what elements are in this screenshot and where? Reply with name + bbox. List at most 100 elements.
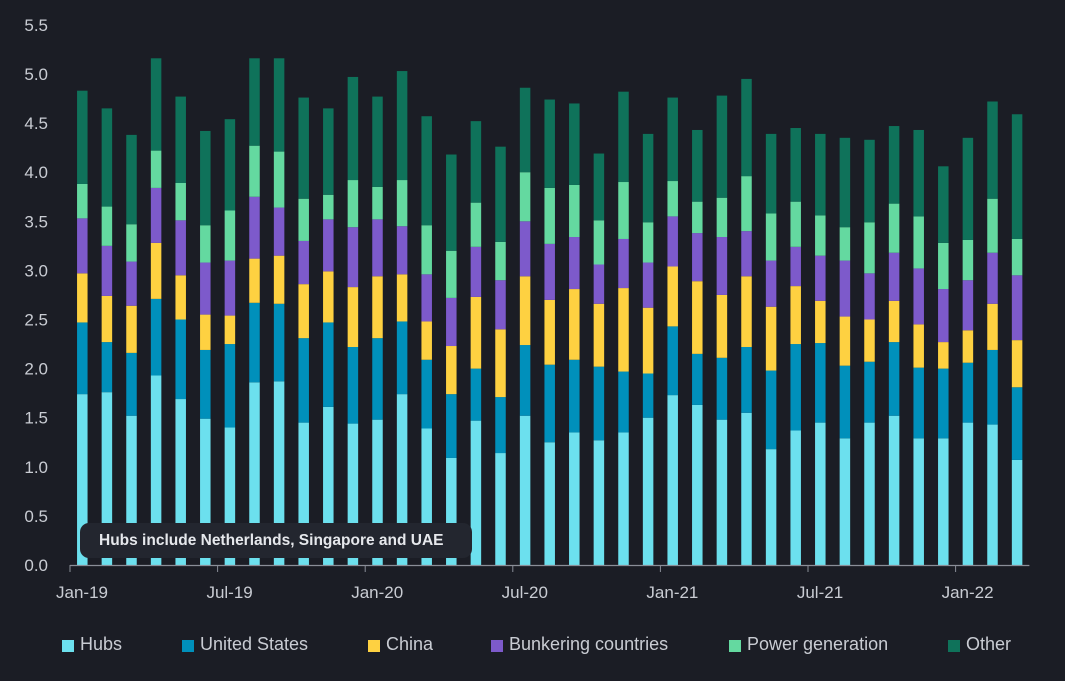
bar-segment-other — [446, 154, 457, 251]
bar-segment-hubs — [938, 438, 949, 565]
bars — [77, 58, 1023, 565]
x-tick-label: Jan-21 — [646, 583, 698, 602]
bar-segment-power-generation — [962, 239, 974, 281]
x-tick-label: Jul-20 — [502, 583, 548, 602]
bar-segment-hubs — [642, 417, 654, 565]
bar-segment-china — [200, 314, 211, 350]
bar-segment-power-generation — [200, 225, 211, 263]
y-tick-label: 3.5 — [24, 212, 48, 231]
legend-item-united-states: United States — [182, 634, 308, 655]
bar-segment-united-states — [544, 364, 555, 443]
bar-segment-hubs — [249, 382, 260, 565]
bar-segment-other — [372, 96, 383, 187]
bar-segment-china — [839, 316, 851, 366]
bar-segment-bunkering-countries — [519, 221, 531, 277]
bar-segment-power-generation — [273, 151, 285, 208]
bar-stack — [421, 116, 432, 565]
bar-segment-hubs — [77, 394, 88, 565]
bar-segment-china — [421, 321, 432, 360]
bar-segment-other — [347, 76, 359, 181]
bar-segment-power-generation — [470, 202, 482, 247]
x-axis: Jan-19 Jul-19 Jan-20 Jul-20 Jan-21 Jul-21 Jan-… — [56, 564, 1030, 602]
bar-segment-china — [593, 303, 605, 367]
bar-stack — [987, 101, 998, 565]
bar-stack — [298, 97, 309, 565]
bar-segment-china — [790, 286, 801, 345]
bar-segment-hubs — [323, 406, 334, 565]
bar-segment-other — [716, 95, 728, 198]
bar-segment-bunkering-countries — [175, 220, 186, 276]
bar-segment-china — [962, 330, 974, 363]
bar-segment-bunkering-countries — [962, 280, 974, 331]
bar-segment-china — [126, 305, 137, 353]
bar-segment-china — [150, 242, 162, 299]
bar-segment-united-states — [913, 367, 924, 439]
bar-segment-hubs — [126, 415, 137, 565]
bar-segment-power-generation — [126, 224, 137, 262]
bar-segment-power-generation — [642, 222, 654, 263]
legend-swatch — [62, 640, 74, 652]
bar-segment-bunkering-countries — [569, 237, 580, 290]
bar-stack — [224, 119, 236, 565]
bar-segment-bunkering-countries — [446, 297, 457, 347]
x-tick-label: Jan-19 — [56, 583, 108, 602]
bar-segment-other — [864, 139, 875, 223]
bar-segment-hubs — [962, 422, 974, 565]
bar-segment-united-states — [77, 322, 88, 395]
y-tick-label: 4.0 — [24, 163, 48, 182]
bar-segment-power-generation — [741, 176, 752, 232]
bar-segment-power-generation — [938, 242, 949, 290]
bar-segment-other — [642, 133, 654, 223]
bar-segment-other — [396, 71, 408, 181]
bar-stack — [667, 97, 678, 565]
bar-segment-china — [101, 295, 113, 343]
bar-segment-other — [962, 137, 974, 240]
legend-label: Power generation — [747, 634, 889, 654]
x-tick-label: Jul-21 — [797, 583, 843, 602]
bar-segment-other — [200, 130, 211, 226]
bar-stack — [470, 121, 482, 565]
bar-segment-china — [249, 258, 260, 303]
bar-segment-bunkering-countries — [692, 233, 703, 282]
bar-stack — [249, 58, 260, 565]
y-tick-label: 4.5 — [24, 114, 48, 133]
bar-segment-bunkering-countries — [815, 255, 826, 301]
y-tick-label: 2.0 — [24, 360, 48, 379]
bar-segment-other — [913, 129, 924, 217]
bar-segment-other — [938, 166, 949, 243]
bar-segment-united-states — [987, 349, 998, 425]
bar-segment-hubs — [569, 432, 580, 565]
bar-segment-united-states — [765, 370, 777, 450]
bar-segment-power-generation — [987, 198, 998, 253]
bar-segment-bunkering-countries — [544, 243, 555, 300]
bar-segment-other — [495, 146, 506, 242]
bar-segment-hubs — [495, 453, 506, 565]
bar-segment-bunkering-countries — [273, 207, 285, 256]
bar-segment-power-generation — [372, 186, 383, 220]
bar-segment-united-states — [790, 344, 801, 431]
bar-segment-other — [77, 90, 88, 184]
bar-segment-china — [495, 329, 506, 398]
bar-stack — [372, 96, 383, 565]
bar-segment-united-states — [519, 345, 531, 416]
bar-segment-bunkering-countries — [249, 196, 260, 259]
bar-segment-united-states — [470, 368, 482, 421]
bar-segment-china — [913, 324, 924, 368]
y-tick-label: 3.0 — [24, 261, 48, 280]
bar-segment-hubs — [446, 457, 457, 565]
bar-segment-united-states — [101, 342, 113, 393]
bar-segment-power-generation — [224, 210, 236, 261]
bar-segment-hubs — [372, 419, 383, 565]
bar-segment-hubs — [618, 432, 629, 565]
bar-segment-bunkering-countries — [347, 227, 359, 288]
bar-stack — [150, 58, 162, 565]
bar-segment-hubs — [101, 392, 113, 565]
bar-stack — [519, 87, 531, 565]
bar-segment-bunkering-countries — [372, 219, 383, 277]
bar-segment-united-states — [126, 352, 137, 416]
bar-segment-china — [446, 346, 457, 395]
legend-swatch — [491, 640, 503, 652]
bar-segment-hubs — [150, 375, 162, 565]
bar-segment-united-states — [864, 361, 875, 423]
stacked-bar-chart: 0.0 0.5 1.0 1.5 2.0 2.5 3.0 3.5 4.0 4.5 5.0 5.5 Jan… — [24, 16, 1030, 602]
